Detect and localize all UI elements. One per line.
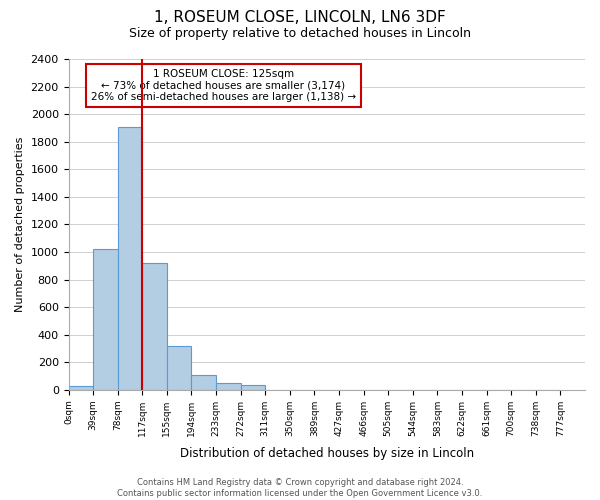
Text: Contains HM Land Registry data © Crown copyright and database right 2024.
Contai: Contains HM Land Registry data © Crown c… bbox=[118, 478, 482, 498]
Y-axis label: Number of detached properties: Number of detached properties bbox=[15, 136, 25, 312]
Bar bbox=[191, 376, 216, 390]
Bar bbox=[68, 386, 93, 390]
Text: 1, ROSEUM CLOSE, LINCOLN, LN6 3DF: 1, ROSEUM CLOSE, LINCOLN, LN6 3DF bbox=[154, 10, 446, 25]
Bar bbox=[93, 249, 118, 390]
Bar bbox=[216, 383, 241, 390]
Bar bbox=[167, 346, 191, 390]
Bar bbox=[118, 127, 142, 390]
Bar bbox=[241, 385, 265, 390]
Text: 1 ROSEUM CLOSE: 125sqm
← 73% of detached houses are smaller (3,174)
26% of semi-: 1 ROSEUM CLOSE: 125sqm ← 73% of detached… bbox=[91, 69, 356, 102]
X-axis label: Distribution of detached houses by size in Lincoln: Distribution of detached houses by size … bbox=[180, 447, 474, 460]
Bar bbox=[142, 263, 167, 390]
Text: Size of property relative to detached houses in Lincoln: Size of property relative to detached ho… bbox=[129, 28, 471, 40]
